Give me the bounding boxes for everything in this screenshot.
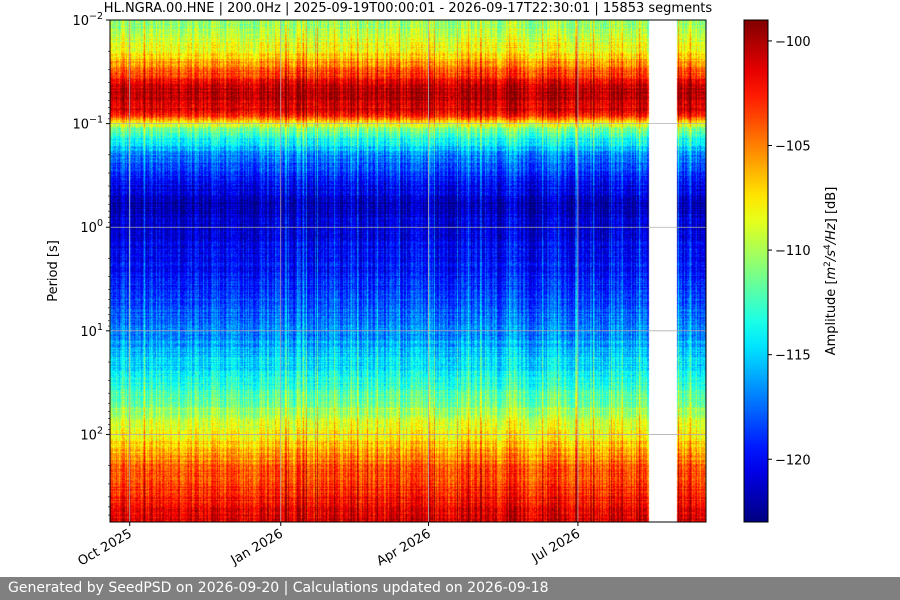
- colorbar-label: Amplitude [m2/s4/Hz] [dB]: [823, 187, 839, 356]
- colorbar-gradient: [743, 19, 769, 523]
- plot-frame: [109, 19, 707, 523]
- colorbar-label-part: Amplitude [: [824, 279, 839, 355]
- y-tick-label: 102: [80, 425, 103, 443]
- y-tick-label: 10−1: [72, 115, 103, 133]
- y-tick-exponent: 0: [97, 218, 103, 229]
- y-tick-base: 10: [72, 118, 89, 133]
- y-tick-base: 10: [80, 221, 97, 236]
- colorbar-tick-label: −110: [775, 244, 811, 259]
- colorbar-label-part: ] [dB]: [824, 187, 839, 224]
- y-tick-exponent: 2: [97, 425, 103, 436]
- chart-title: HL.NGRA.00.HNE | 200.0Hz | 2025-09-19T00…: [104, 1, 713, 16]
- colorbar-tick-label: −100: [775, 35, 811, 50]
- x-tick-label: Jul 2026: [529, 526, 583, 566]
- colorbar-label-part: /Hz: [824, 222, 839, 245]
- y-tick-exponent: −2: [89, 11, 103, 22]
- y-axis-label: Period [s]: [46, 240, 61, 302]
- footer: Generated by SeedPSD on 2026-09-20 | Cal…: [0, 577, 900, 600]
- footer-text: Generated by SeedPSD on 2026-09-20 | Cal…: [8, 580, 549, 596]
- y-tick-label: 10−2: [72, 11, 103, 29]
- spectrogram-image: [110, 20, 706, 522]
- x-tick-label: Apr 2026: [374, 526, 433, 569]
- colorbar-label-part: 2: [823, 261, 833, 267]
- grid-lines: [110, 20, 706, 522]
- colorbar-tick-label: −115: [775, 349, 811, 364]
- x-axis: Oct 2025 Jan 2026 Apr 2026 Jul 2026: [75, 522, 583, 569]
- y-tick-label: 100: [80, 218, 103, 236]
- colorbar: −100 −105 −110 −115 −120 Amplitude [m2/s4/Hz]…: [743, 19, 839, 523]
- colorbar-label-part: m: [824, 267, 839, 280]
- y-tick-exponent: −1: [89, 115, 103, 126]
- colorbar-tick-label: −120: [775, 453, 811, 468]
- y-tick-exponent: 1: [97, 322, 103, 333]
- y-tick-base: 10: [80, 325, 97, 340]
- y-tick-base: 10: [72, 14, 89, 29]
- colorbar-tick-label: −105: [775, 140, 811, 155]
- colorbar-label-part: 4: [823, 244, 833, 250]
- y-tick-base: 10: [80, 428, 97, 443]
- x-tick-label: Jan 2026: [228, 526, 286, 568]
- y-tick-label: 101: [80, 322, 103, 340]
- colorbar-label-part: /s: [824, 250, 839, 262]
- x-tick-label: Oct 2025: [75, 526, 134, 569]
